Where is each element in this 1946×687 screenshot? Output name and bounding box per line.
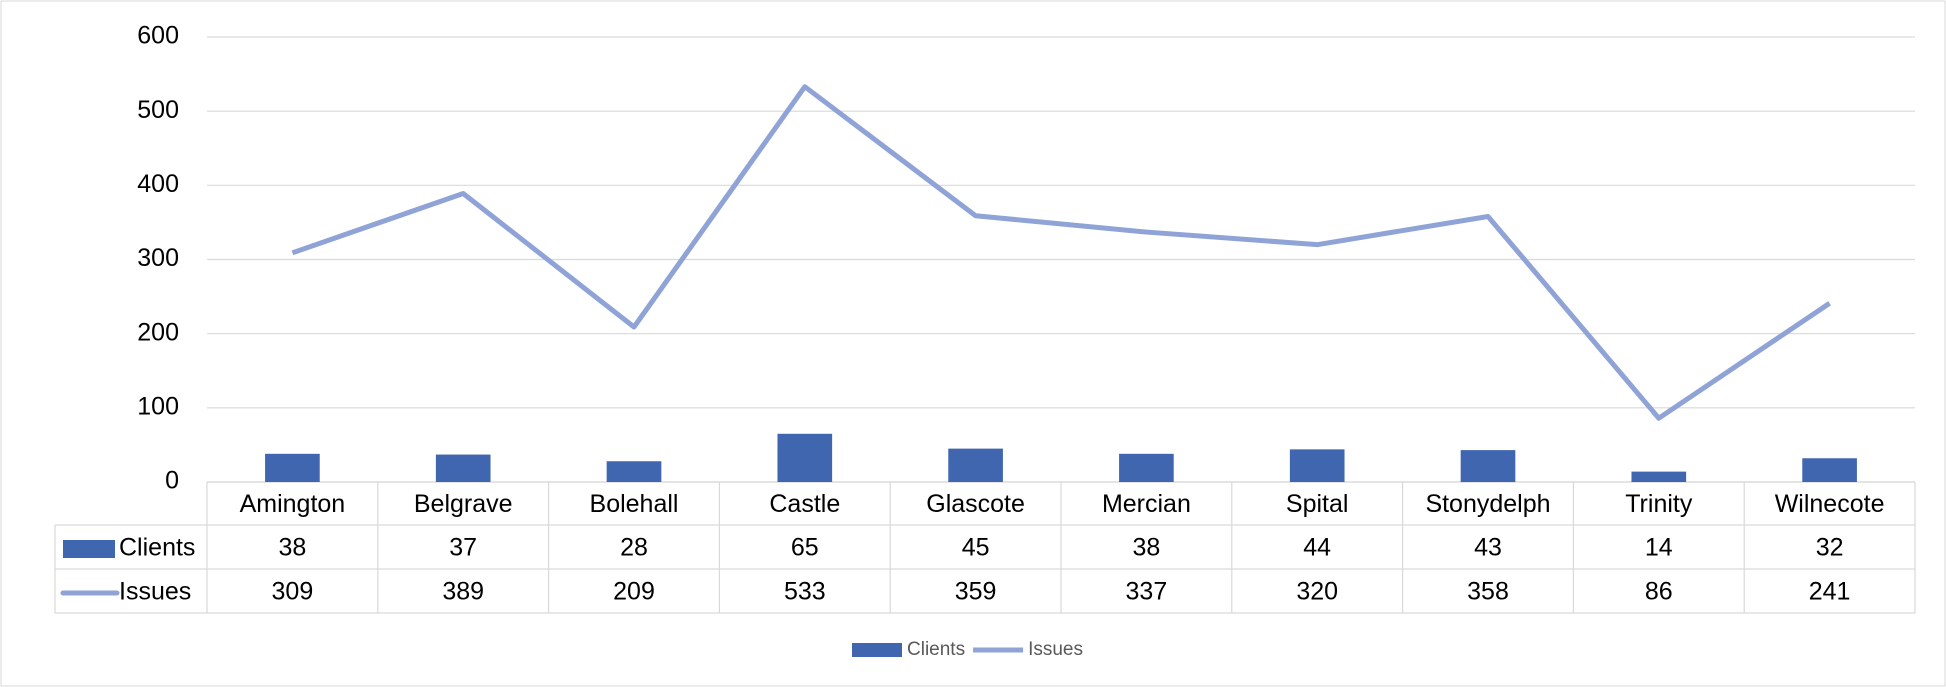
table-value: 337	[1126, 578, 1168, 606]
bar	[1289, 449, 1345, 482]
bar	[1631, 471, 1687, 482]
table-series-name: Clients	[119, 534, 195, 562]
bar	[606, 461, 662, 482]
legend-label: Clients	[907, 639, 965, 660]
x-tick-label: Stonydelph	[1425, 490, 1550, 518]
table-value: 38	[1132, 534, 1160, 562]
table-value: 44	[1303, 534, 1331, 562]
y-tick-label: 300	[137, 244, 179, 272]
bar	[777, 433, 833, 482]
x-tick-label: Wilnecote	[1775, 490, 1885, 518]
y-tick-label: 400	[137, 170, 179, 198]
table-value: 309	[272, 578, 314, 606]
table-value: 86	[1645, 578, 1673, 606]
y-tick-label: 500	[137, 96, 179, 124]
bar	[948, 448, 1003, 482]
table-value: 241	[1809, 578, 1851, 606]
table-value: 533	[784, 578, 826, 606]
y-tick-label: 600	[137, 22, 179, 50]
x-tick-label: Glascote	[926, 490, 1025, 518]
table-value: 14	[1645, 534, 1673, 562]
table-legend-key	[63, 540, 115, 558]
x-tick-label: Spital	[1286, 490, 1349, 518]
bar	[1119, 453, 1174, 482]
table-value: 37	[449, 534, 477, 562]
table-value: 45	[962, 534, 990, 562]
legend-label: Issues	[1028, 639, 1083, 660]
table-value: 38	[278, 534, 306, 562]
table-value: 209	[613, 578, 655, 606]
table-value: 65	[791, 534, 819, 562]
bar	[435, 454, 491, 482]
y-tick-label: 100	[137, 392, 179, 420]
x-tick-label: Amington	[240, 490, 346, 518]
bar	[1802, 458, 1857, 482]
bar	[1460, 450, 1516, 482]
x-tick-label: Belgrave	[414, 490, 513, 518]
y-tick-label: 200	[137, 318, 179, 346]
line	[291, 84, 1831, 421]
table-value: 28	[620, 534, 648, 562]
x-tick-label: Trinity	[1625, 490, 1693, 518]
table-value: 389	[442, 578, 484, 606]
legend-key	[852, 643, 902, 657]
x-tick-label: Mercian	[1102, 490, 1191, 518]
y-tick-label: 0	[165, 467, 179, 495]
table-value: 320	[1296, 578, 1338, 606]
x-tick-label: Bolehall	[590, 490, 679, 518]
table-value: 359	[955, 578, 997, 606]
table-value: 32	[1816, 534, 1844, 562]
x-tick-label: Castle	[769, 490, 840, 518]
table-value: 43	[1474, 534, 1502, 562]
bar	[265, 453, 320, 482]
table-series-name: Issues	[119, 578, 191, 606]
table-value: 358	[1467, 578, 1509, 606]
